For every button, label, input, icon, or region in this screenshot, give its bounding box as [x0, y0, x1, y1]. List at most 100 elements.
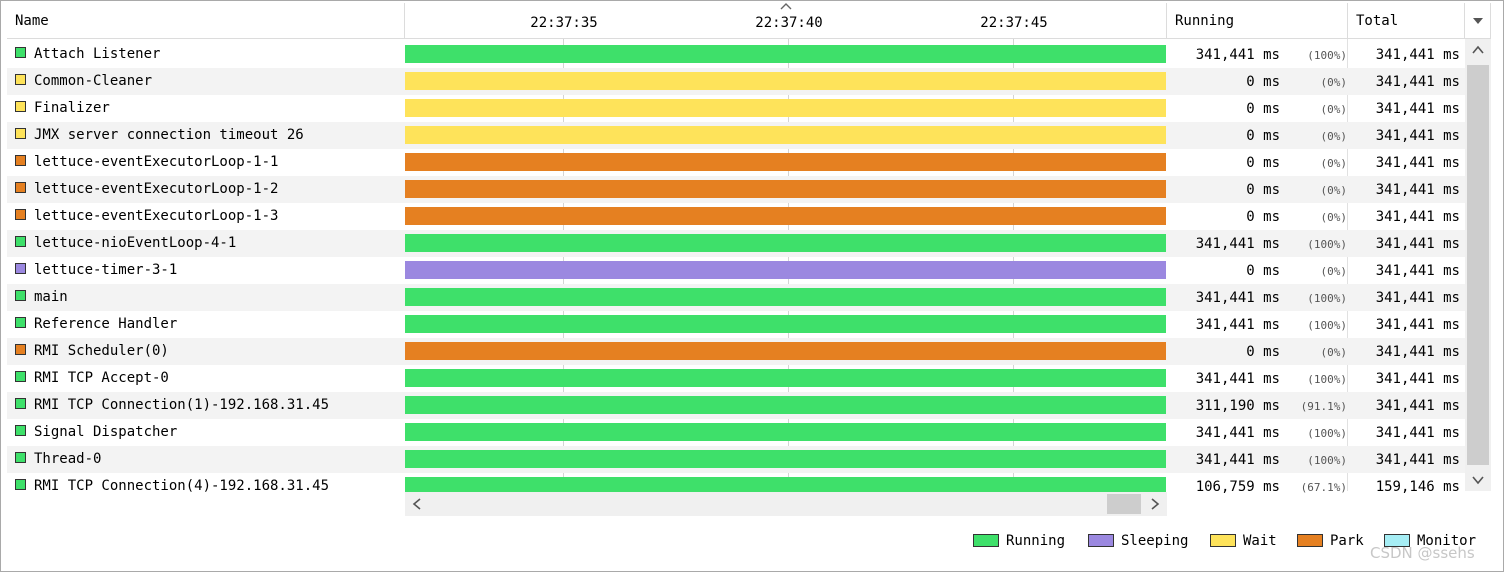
vertical-scrollbar-thumb[interactable]: [1467, 65, 1489, 465]
horizontal-scrollbar[interactable]: [405, 492, 1167, 516]
thread-state-icon: [15, 425, 26, 436]
total-time: 341,441 ms: [1375, 101, 1460, 117]
thread-timeline-bar: [405, 72, 1166, 90]
thread-row[interactable]: Finalizer 0 ms (0%) 341,441 ms: [7, 95, 1465, 122]
running-percent: (0%): [1320, 76, 1348, 89]
legend-item-running: Running: [973, 533, 1073, 551]
running-percent: (0%): [1320, 157, 1348, 170]
thread-state-icon: [15, 344, 26, 355]
thread-row[interactable]: RMI TCP Connection(1)-192.168.31.45 311,1…: [7, 392, 1465, 419]
column-chooser-button[interactable]: [1465, 3, 1491, 39]
thread-row[interactable]: lettuce-eventExecutorLoop-1-1 0 ms (0%) 341…: [7, 149, 1465, 176]
thread-state-icon: [15, 290, 26, 301]
running-percent: (100%): [1307, 292, 1347, 305]
running-time: 0 ms: [1246, 101, 1280, 117]
chevron-down-icon: [1473, 18, 1483, 24]
scroll-right-icon[interactable]: [1150, 498, 1160, 510]
running-time: 341,441 ms: [1195, 290, 1280, 306]
thread-timeline-bar: [405, 342, 1166, 360]
thread-state-icon: [15, 317, 26, 328]
thread-row[interactable]: lettuce-eventExecutorLoop-1-3 0 ms (0%) 341…: [7, 203, 1465, 230]
legend-label: Running: [1006, 533, 1066, 549]
running-time: 0 ms: [1246, 128, 1280, 144]
thread-timeline-bar: [405, 315, 1166, 333]
thread-name: Thread-0: [34, 451, 102, 467]
running-percent: (0%): [1320, 184, 1348, 197]
thread-timeline-bar: [405, 477, 1166, 495]
thread-row[interactable]: Attach Listener 341,441 ms (100%) 341,441 m…: [7, 41, 1465, 68]
thread-name: RMI TCP Connection(4)-192.168.31.45: [34, 478, 330, 494]
legend-label: Wait: [1243, 533, 1277, 549]
running-time: 341,441 ms: [1195, 425, 1280, 441]
thread-row[interactable]: lettuce-nioEventLoop-4-1 341,441 ms (100%)…: [7, 230, 1465, 257]
thread-name: lettuce-eventExecutorLoop-1-2: [34, 181, 279, 197]
thread-name: Reference Handler: [34, 316, 178, 332]
thread-timeline-bar: [405, 423, 1166, 441]
running-percent: (0%): [1320, 130, 1348, 143]
legend-swatch: [973, 534, 999, 547]
thread-row[interactable]: RMI TCP Accept-0 341,441 ms (100%) 341,441 …: [7, 365, 1465, 392]
column-header-running[interactable]: Running: [1167, 3, 1348, 39]
thread-name: RMI TCP Accept-0: [34, 370, 169, 386]
thread-row[interactable]: Signal Dispatcher 341,441 ms (100%) 341,441…: [7, 419, 1465, 446]
thread-timeline-bar: [405, 180, 1166, 198]
thread-timeline-bar: [405, 99, 1166, 117]
thread-state-icon: [15, 47, 26, 58]
running-percent: (0%): [1320, 103, 1348, 116]
column-header-name[interactable]: Name: [7, 3, 405, 39]
watermark: CSDN @ssehs: [1370, 544, 1475, 562]
thread-row[interactable]: main 341,441 ms (100%) 341,441 ms: [7, 284, 1465, 311]
thread-row[interactable]: RMI TCP Connection(4)-192.168.31.45 106,7…: [7, 473, 1465, 500]
scroll-up-icon[interactable]: [1472, 45, 1484, 55]
legend-swatch: [1384, 534, 1410, 547]
total-time: 341,441 ms: [1375, 236, 1460, 252]
thread-timeline-bar: [405, 369, 1166, 387]
thread-row[interactable]: RMI Scheduler(0) 0 ms (0%) 341,441 ms: [7, 338, 1465, 365]
thread-timeline-bar: [405, 207, 1166, 225]
running-time: 0 ms: [1246, 155, 1280, 171]
legend-label: Park: [1330, 533, 1364, 549]
thread-name: lettuce-nioEventLoop-4-1: [34, 235, 237, 251]
total-time: 341,441 ms: [1375, 47, 1460, 63]
thread-state-icon: [15, 128, 26, 139]
total-time: 341,441 ms: [1375, 452, 1460, 468]
thread-name: lettuce-eventExecutorLoop-1-3: [34, 208, 279, 224]
total-time: 159,146 ms: [1375, 479, 1460, 495]
total-time: 341,441 ms: [1375, 317, 1460, 333]
column-header-timeline[interactable]: 22:37:35 22:37:40 22:37:45: [405, 3, 1167, 39]
total-time: 341,441 ms: [1375, 344, 1460, 360]
total-time: 341,441 ms: [1375, 263, 1460, 279]
thread-timeline-bar: [405, 261, 1166, 279]
column-header-total-label: Total: [1356, 13, 1399, 29]
thread-state-icon: [15, 479, 26, 490]
thread-state-icon: [15, 398, 26, 409]
running-percent: (0%): [1320, 265, 1348, 278]
scroll-left-icon[interactable]: [412, 498, 422, 510]
thread-name: JMX server connection timeout 26: [34, 127, 304, 143]
thread-row[interactable]: Common-Cleaner 0 ms (0%) 341,441 ms: [7, 68, 1465, 95]
horizontal-scrollbar-thumb[interactable]: [1107, 494, 1141, 514]
legend-item-park: Park: [1297, 533, 1377, 551]
timeline-tick: 22:37:40: [755, 15, 823, 31]
column-header-running-label: Running: [1175, 13, 1235, 29]
running-percent: (100%): [1307, 238, 1347, 251]
scroll-down-icon[interactable]: [1472, 475, 1484, 485]
legend-item-monitor: Monitor: [1384, 533, 1494, 551]
thread-row[interactable]: Thread-0 341,441 ms (100%) 341,441 ms: [7, 446, 1465, 473]
thread-row[interactable]: Reference Handler 341,441 ms (100%) 341,441…: [7, 311, 1465, 338]
legend-label: Sleeping: [1121, 533, 1189, 549]
thread-row[interactable]: lettuce-eventExecutorLoop-1-2 0 ms (0%) 341…: [7, 176, 1465, 203]
timeline-tick: 22:37:35: [530, 15, 598, 31]
thread-name: Attach Listener: [34, 46, 161, 62]
running-percent: (100%): [1307, 49, 1347, 62]
thread-name: Finalizer: [34, 100, 110, 116]
running-time: 0 ms: [1246, 182, 1280, 198]
thread-state-icon: [15, 452, 26, 463]
legend-swatch: [1088, 534, 1114, 547]
timeline-tick: 22:37:45: [980, 15, 1048, 31]
thread-row[interactable]: JMX server connection timeout 26 0 ms (0%)…: [7, 122, 1465, 149]
column-header-total[interactable]: Total: [1348, 3, 1465, 39]
thread-timeline-bar: [405, 234, 1166, 252]
running-percent: (100%): [1307, 319, 1347, 332]
thread-row[interactable]: lettuce-timer-3-1 0 ms (0%) 341,441 ms: [7, 257, 1465, 284]
